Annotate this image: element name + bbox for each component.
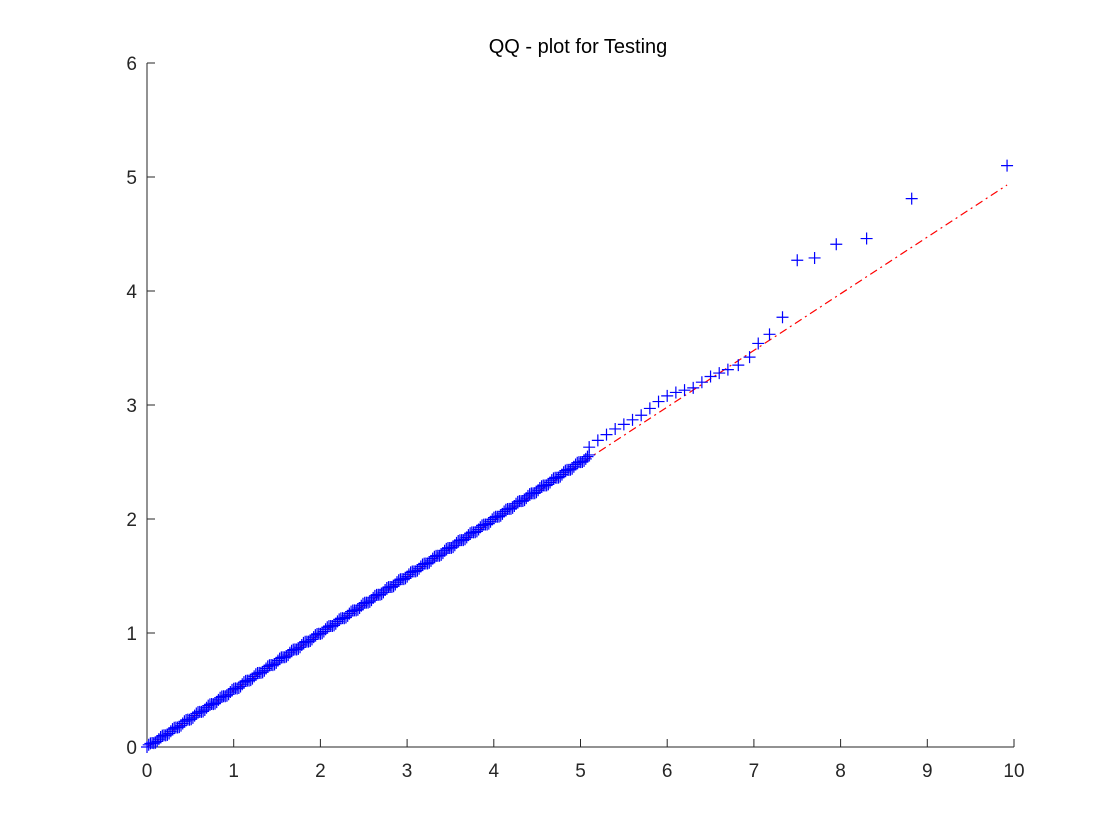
data-point (493, 510, 506, 523)
data-point (669, 386, 682, 399)
data-points-group (141, 159, 1014, 753)
x-tick-label: 10 (1003, 761, 1024, 782)
chart-title: QQ - plot for Testing (489, 36, 668, 58)
data-point (830, 238, 843, 251)
data-point (469, 526, 482, 539)
y-tick-label: 4 (126, 282, 137, 303)
y-tick-label: 6 (126, 54, 137, 75)
data-point (445, 541, 458, 554)
x-tick-label: 0 (142, 761, 153, 782)
data-point (661, 389, 674, 402)
data-point (564, 463, 577, 476)
data-point (721, 363, 734, 376)
data-point (652, 395, 665, 408)
data-point (808, 251, 821, 264)
data-point (905, 192, 918, 205)
x-tick-label: 9 (922, 761, 933, 782)
data-point (713, 367, 726, 380)
data-point (433, 549, 446, 562)
data-point (1001, 159, 1014, 172)
x-tick-label: 8 (835, 761, 846, 782)
tick-labels-group: 0 1 2 3 4 5 6 7 8 9 10 0 1 2 3 4 5 6 (126, 54, 1024, 782)
y-tick-label: 3 (126, 396, 137, 417)
x-tick-label: 6 (662, 761, 673, 782)
x-tick-label: 7 (749, 761, 760, 782)
y-tick-label: 0 (126, 738, 137, 759)
data-point (626, 413, 639, 426)
x-tick-label: 4 (489, 761, 500, 782)
data-point (397, 573, 410, 586)
data-point (643, 402, 656, 415)
axes (146, 62, 1015, 748)
data-point (528, 487, 541, 500)
data-point (732, 359, 745, 372)
data-point (516, 495, 529, 508)
data-point (583, 441, 596, 454)
x-tick-label: 5 (575, 761, 586, 782)
data-point (743, 351, 756, 364)
data-point (421, 557, 434, 570)
data-point (687, 381, 700, 394)
data-point (678, 384, 691, 397)
data-point (504, 502, 517, 515)
data-point (695, 376, 708, 389)
data-point (385, 580, 398, 593)
data-point (763, 328, 776, 341)
data-point (481, 518, 494, 531)
data-point (600, 428, 613, 441)
data-point (591, 434, 604, 447)
x-tick-label: 3 (402, 761, 413, 782)
x-tick-label: 1 (228, 761, 239, 782)
data-point (540, 479, 553, 492)
data-point (142, 738, 155, 751)
data-point (617, 418, 630, 431)
y-tick-label: 2 (126, 510, 137, 531)
x-tick-label: 2 (315, 761, 326, 782)
data-point (609, 422, 622, 435)
data-point (860, 232, 873, 245)
data-point (791, 254, 804, 267)
data-point (776, 311, 789, 324)
data-point (457, 534, 470, 547)
y-tick-label: 5 (126, 168, 137, 189)
y-tick-label: 1 (126, 624, 137, 645)
data-point (704, 370, 717, 383)
data-point (552, 471, 565, 484)
data-point (752, 337, 765, 350)
data-point (635, 409, 648, 422)
data-point (581, 450, 594, 463)
data-point (409, 565, 422, 578)
